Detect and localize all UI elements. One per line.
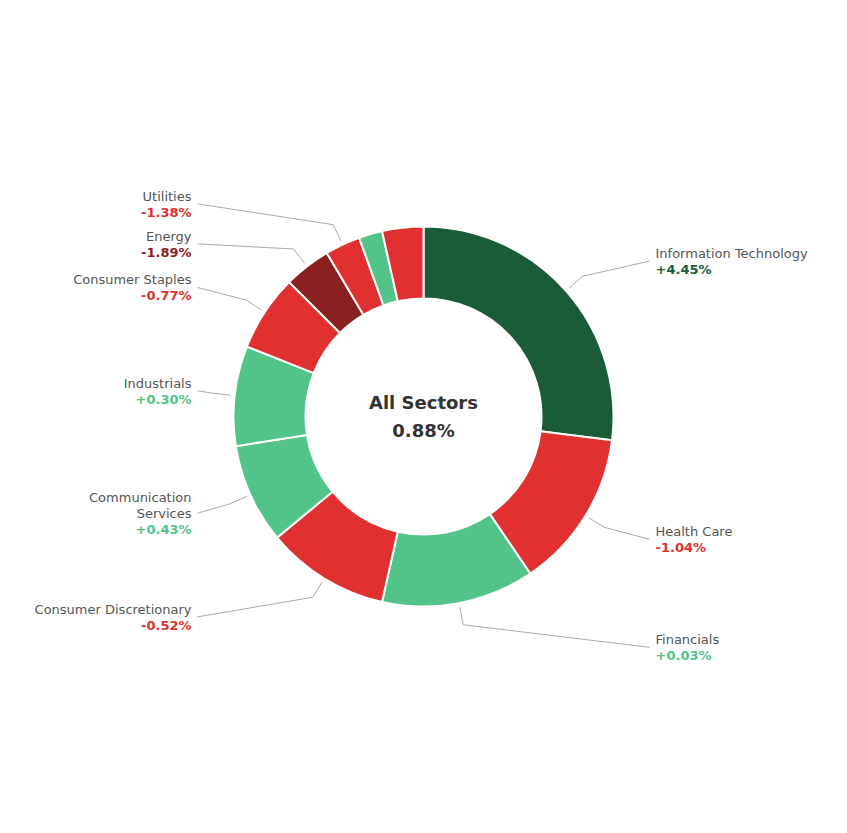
change-label: -0.77% [141,288,192,303]
category-label: Energy [146,229,192,244]
category-label: Financials [656,632,720,647]
change-label: +4.45% [656,262,712,277]
slice [236,435,333,538]
category-label: Information Technology [656,246,809,261]
category-label: Consumer Discretionary [35,602,192,617]
change-label: -1.89% [141,245,192,260]
center-text: All Sectors 0.88% [369,392,478,441]
slice [382,514,530,606]
category-label: Consumer Staples [73,272,192,287]
slice [382,227,423,302]
category-label: Health Care [656,524,733,539]
change-label: +0.30% [136,392,192,407]
leader-line [589,518,650,539]
leader-line [198,496,247,513]
leader-line [569,261,649,288]
slices [234,227,614,607]
change-label: +0.43% [136,522,192,537]
change-label: -1.04% [656,540,707,555]
donut-chart: All Sectors 0.88% Information Technology+4… [0,0,847,833]
leader-line [198,391,231,395]
category-label: Industrials [124,376,192,391]
leader-line [198,287,262,310]
labels: Information Technology+4.45%Health Care-… [35,189,808,663]
center-value: 0.88% [392,420,454,441]
center-label: All Sectors [369,392,478,413]
change-label: -1.38% [141,205,192,220]
category-label: CommunicationServices [89,490,192,521]
leader-line [198,204,341,241]
leader-line [198,582,323,617]
leader-line [460,607,650,647]
category-label: Utilities [143,189,192,204]
change-label: -0.52% [141,618,192,633]
chart-container: All Sectors 0.88% Information Technology+4… [0,0,847,833]
leader-line [198,244,305,263]
change-label: +0.03% [656,648,712,663]
